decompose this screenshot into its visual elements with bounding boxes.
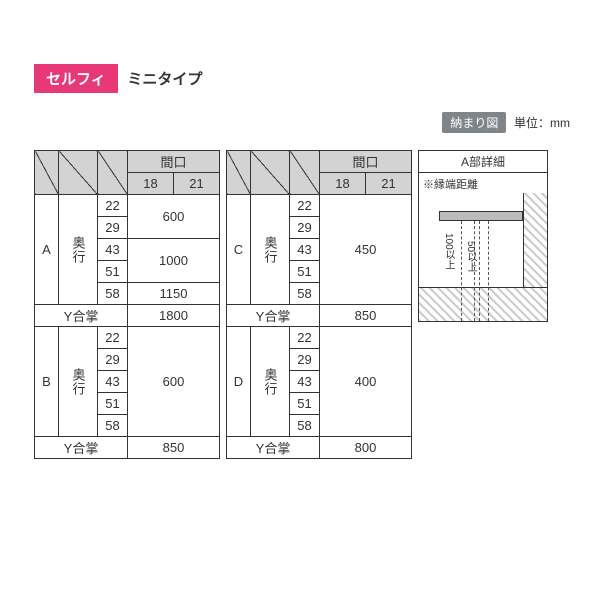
ygassho-value: 1800 [128, 305, 220, 327]
unit-text: 単位：mm [514, 114, 570, 131]
depth-cell: 51 [290, 261, 320, 283]
value-cell: 400 [320, 327, 412, 437]
value-cell: 600 [128, 327, 220, 437]
depth-cell: 58 [290, 415, 320, 437]
section-letter-d: D [227, 327, 251, 437]
value-cell: 450 [320, 195, 412, 305]
okuyuki-label: 奥行 [251, 195, 290, 305]
section-letter-a: A [35, 195, 59, 305]
detail-title: A部詳細 [418, 150, 548, 172]
dimension-100: 100以上 [441, 233, 456, 270]
depth-cell: 51 [98, 393, 128, 415]
okuyuki-label: 奥行 [251, 327, 290, 437]
ygassho-value: 850 [320, 305, 412, 327]
depth-cell: 22 [98, 327, 128, 349]
depth-cell: 58 [98, 415, 128, 437]
depth-cell: 29 [290, 217, 320, 239]
depth-cell: 22 [290, 195, 320, 217]
value-cell: 1000 [128, 239, 220, 283]
beam [439, 211, 523, 221]
section-letter-c: C [227, 195, 251, 305]
title-bar: セルフィ ミニタイプ [34, 64, 202, 93]
footer-outline-2 [479, 221, 489, 321]
okuyuki-label: 奥行 [59, 327, 98, 437]
ygassho-label: Y合掌 [227, 305, 320, 327]
header-col-21: 21 [174, 173, 220, 195]
depth-cell: 43 [290, 239, 320, 261]
ygassho-label: Y合掌 [35, 305, 128, 327]
depth-cell: 22 [290, 327, 320, 349]
detail-note: ※縁端距離 [423, 176, 478, 192]
unit-badge-label: 納まり図 [442, 112, 506, 133]
title-badge: セルフィ [34, 64, 118, 93]
depth-cell: 22 [98, 195, 128, 217]
ygassho-label: Y合掌 [35, 437, 128, 459]
depth-cell: 29 [98, 349, 128, 371]
value-cell: 1150 [128, 283, 220, 305]
spec-table-left: 間口 18 21 A 奥行 22 600 29 43 1000 51 58 11… [34, 150, 220, 459]
spec-table-right: 間口 18 21 C 奥行 22 450 29 43 51 58 Y合掌 850 [226, 150, 412, 459]
detail-diagram: A部詳細 ※縁端距離 100以上 50以上 [418, 150, 548, 322]
dimension-50: 50以上 [463, 241, 478, 272]
depth-cell: 29 [290, 349, 320, 371]
depth-cell: 43 [98, 239, 128, 261]
ygassho-value: 800 [320, 437, 412, 459]
depth-cell: 43 [290, 371, 320, 393]
header-col-21: 21 [366, 173, 412, 195]
ygassho-value: 850 [128, 437, 220, 459]
okuyuki-label: 奥行 [59, 195, 98, 305]
depth-cell: 43 [98, 371, 128, 393]
depth-cell: 51 [98, 261, 128, 283]
title-subtype: ミニタイプ [127, 68, 202, 89]
depth-cell: 51 [290, 393, 320, 415]
ygassho-label: Y合掌 [227, 437, 320, 459]
section-letter-b: B [35, 327, 59, 437]
unit-label: 納まり図 単位：mm [442, 112, 570, 133]
header-maguchi: 間口 [128, 151, 220, 173]
header-maguchi: 間口 [320, 151, 412, 173]
header-col-18: 18 [128, 173, 174, 195]
depth-cell: 58 [98, 283, 128, 305]
depth-cell: 58 [290, 283, 320, 305]
header-col-18: 18 [320, 173, 366, 195]
depth-cell: 29 [98, 217, 128, 239]
value-cell: 600 [128, 195, 220, 239]
